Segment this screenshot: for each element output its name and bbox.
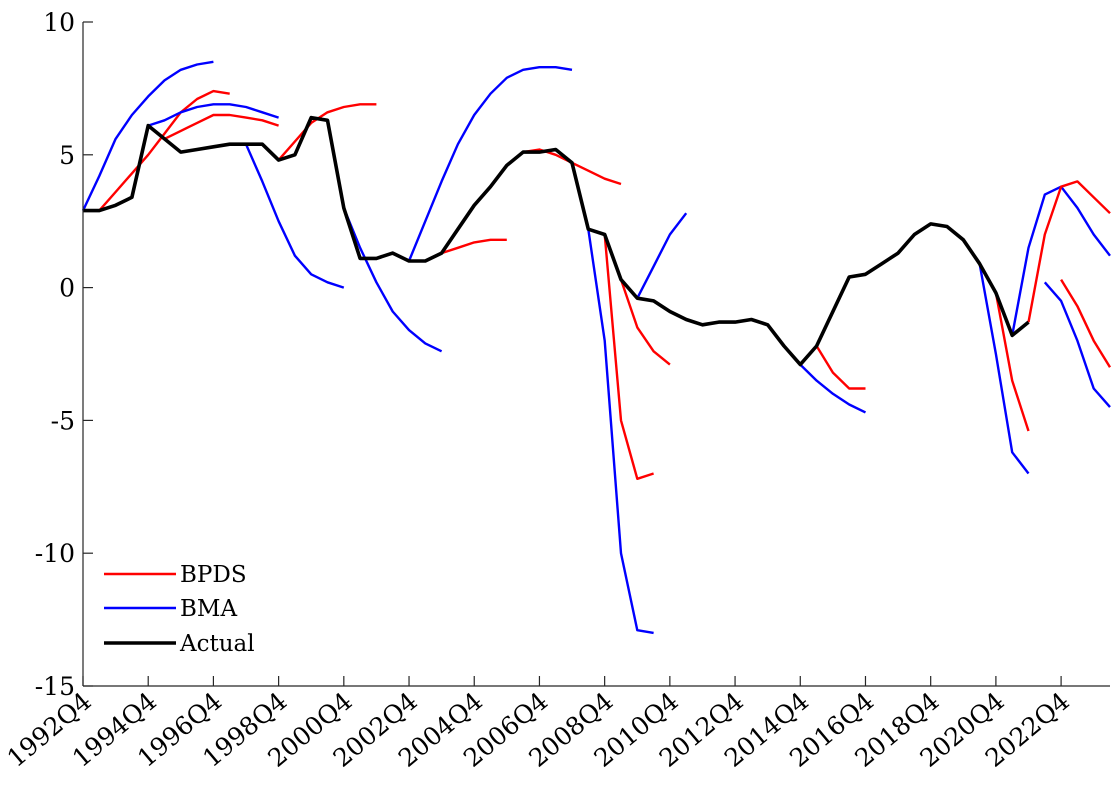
series-line-bma-6 bbox=[342, 207, 443, 353]
series-line-bpds-21 bbox=[1060, 278, 1112, 368]
axes bbox=[82, 22, 1110, 687]
series-line-bma-16 bbox=[978, 263, 1030, 475]
series-line-bma-4 bbox=[244, 143, 345, 289]
series-line-bma-7 bbox=[407, 65, 573, 262]
legend-label-bma: BMA bbox=[180, 596, 237, 622]
y-tick-label: 5 bbox=[59, 141, 75, 170]
y-tick-label: -5 bbox=[51, 406, 75, 435]
series-line-bpds-15 bbox=[815, 345, 866, 390]
legend-label-actual: Actual bbox=[179, 631, 255, 657]
series-line-bma-18 bbox=[1011, 185, 1111, 336]
series-line-bma-0 bbox=[81, 60, 214, 212]
y-tick-label: -10 bbox=[35, 539, 75, 568]
series-line-bma-20 bbox=[1043, 281, 1111, 408]
series-line-bpds-19 bbox=[1027, 180, 1111, 323]
series-line-bpds-3 bbox=[163, 113, 279, 140]
plot-lines bbox=[81, 60, 1112, 635]
x-ticks: 1992Q41994Q41996Q41998Q42000Q42002Q42004… bbox=[2, 676, 1075, 773]
series-line-bma-2 bbox=[147, 103, 279, 127]
series-line-bpds-1 bbox=[98, 89, 230, 212]
y-ticks: 10 5 0 -5 -10 -15 bbox=[35, 8, 93, 701]
legend-label-bpds: BPDS bbox=[180, 562, 247, 588]
series-line-bpds-11 bbox=[603, 234, 654, 480]
series-line-bma-14 bbox=[799, 363, 867, 414]
series-line-bma-12 bbox=[636, 212, 688, 299]
series-line-bpds-17 bbox=[994, 292, 1030, 432]
series-line-bma-10 bbox=[587, 229, 654, 635]
series-line-bpds-5 bbox=[277, 103, 377, 161]
y-tick-label: -15 bbox=[35, 672, 75, 701]
y-tick-label: 10 bbox=[43, 8, 75, 37]
series-line-bpds-13 bbox=[619, 279, 671, 366]
y-tick-label: 0 bbox=[59, 274, 75, 303]
legend: BPDS BMA Actual bbox=[96, 555, 276, 665]
series-line-actual-22 bbox=[83, 115, 1030, 367]
series-line-bpds-8 bbox=[424, 238, 507, 263]
